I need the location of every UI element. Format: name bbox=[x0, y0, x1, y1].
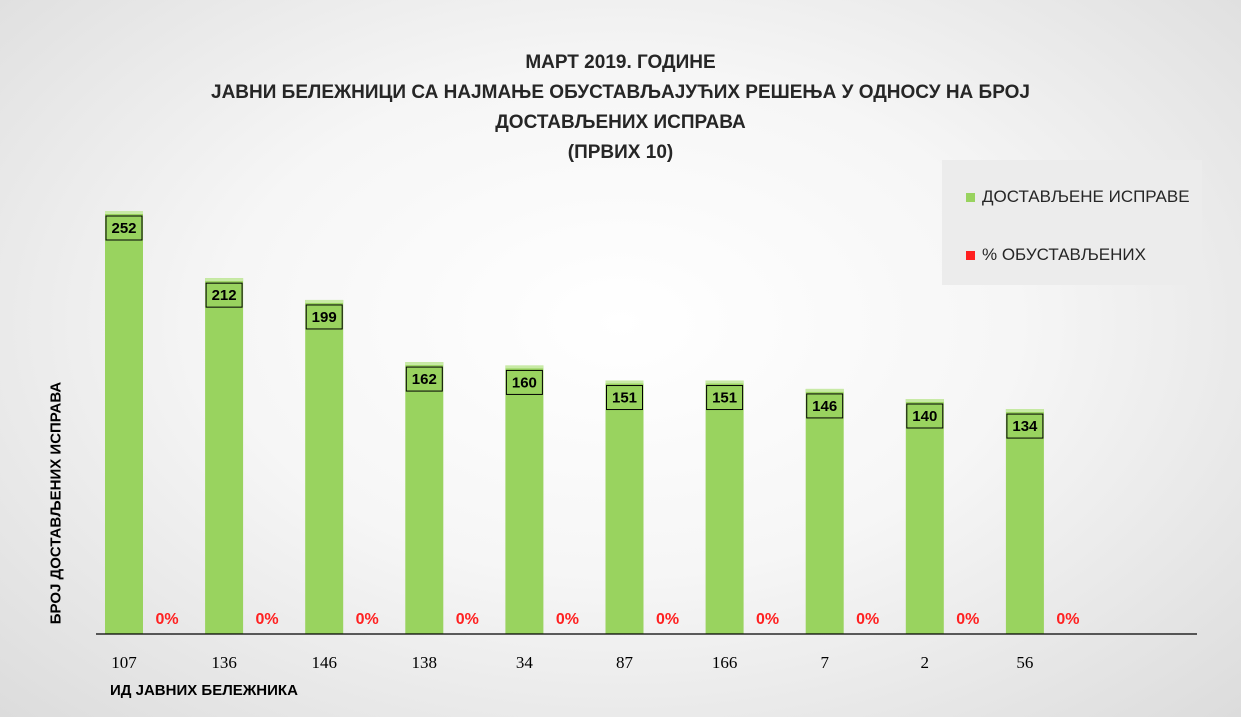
legend-swatch-suspended bbox=[966, 250, 975, 260]
bar bbox=[805, 388, 844, 634]
x-tick-label: 7 bbox=[820, 653, 829, 672]
chart-title-line-3: ДОСТАВЉЕНИХ ИСПРАВА bbox=[495, 112, 746, 133]
data-label-box bbox=[706, 385, 744, 411]
data-label: 151 bbox=[612, 390, 637, 407]
bar-top-highlight bbox=[605, 380, 644, 384]
bar bbox=[505, 365, 544, 634]
data-label: 199 bbox=[312, 309, 337, 326]
percent-label: 0% bbox=[756, 611, 779, 628]
percent-label: 0% bbox=[155, 611, 178, 628]
bar-top-highlight bbox=[805, 388, 844, 392]
x-tick-label: 56 bbox=[1016, 653, 1033, 672]
percent-label: 0% bbox=[1056, 611, 1079, 628]
bar-top-highlight bbox=[405, 362, 444, 366]
data-label: 252 bbox=[111, 220, 136, 237]
data-label-box bbox=[305, 304, 343, 330]
percent-label: 0% bbox=[356, 611, 379, 628]
bar bbox=[105, 211, 143, 634]
legend: ДОСТАВЉЕНЕ ИСПРАВЕ % ОБУСТАВЉЕНИХ bbox=[942, 160, 1202, 285]
bar bbox=[405, 362, 444, 634]
percent-label: 0% bbox=[556, 611, 579, 628]
legend-item-delivered: ДОСТАВЉЕНЕ ИСПРАВЕ bbox=[966, 187, 1190, 207]
data-label-box bbox=[1006, 413, 1044, 439]
data-label-box bbox=[105, 215, 143, 241]
bar-top-highlight bbox=[105, 211, 143, 214]
data-label-box bbox=[505, 369, 543, 395]
legend-label-delivered: ДОСТАВЉЕНЕ ИСПРАВЕ bbox=[982, 187, 1190, 206]
x-tick-label: 166 bbox=[712, 653, 738, 672]
data-label-box bbox=[405, 366, 443, 392]
bar bbox=[305, 299, 344, 634]
chart-title-line-1: МАРТ 2019. ГОДИНЕ bbox=[525, 52, 716, 73]
legend-item-suspended: % ОБУСТАВЉЕНИХ bbox=[966, 245, 1146, 265]
bar-top-highlight bbox=[505, 365, 544, 369]
bar-top-highlight bbox=[1005, 409, 1044, 413]
data-label-box bbox=[906, 403, 944, 429]
x-tick-label: 34 bbox=[516, 653, 534, 672]
x-tick-label: 138 bbox=[412, 653, 438, 672]
percent-label: 0% bbox=[956, 611, 979, 628]
chart-title-line-2: ЈАВНИ БЕЛЕЖНИЦИ СА НАЈМАЊЕ ОБУСТАВЉАЈУЋИ… bbox=[211, 82, 1030, 103]
x-tick-label: 107 bbox=[111, 653, 137, 672]
data-label-box bbox=[606, 385, 643, 411]
bar bbox=[605, 380, 644, 634]
bar-top-highlight bbox=[705, 380, 744, 384]
data-label-box bbox=[806, 393, 844, 419]
bar-top-highlight bbox=[205, 278, 244, 282]
data-label: 160 bbox=[512, 374, 537, 391]
x-tick-label: 146 bbox=[311, 653, 337, 672]
x-tick-label: 2 bbox=[921, 653, 930, 672]
percent-label: 0% bbox=[456, 611, 479, 628]
bar bbox=[1005, 409, 1044, 634]
data-label-box bbox=[205, 282, 243, 308]
data-label: 151 bbox=[712, 390, 737, 407]
chart-title-line-4: (ПРВИХ 10) bbox=[567, 142, 674, 163]
bar bbox=[705, 380, 744, 634]
data-label: 212 bbox=[212, 287, 237, 304]
bar-top-highlight bbox=[305, 299, 344, 303]
legend-swatch-delivered bbox=[966, 192, 975, 202]
bar bbox=[905, 399, 944, 634]
percent-label: 0% bbox=[256, 611, 279, 628]
percent-label: 0% bbox=[656, 611, 679, 628]
x-tick-label: 87 bbox=[616, 653, 634, 672]
bar-top-highlight bbox=[905, 399, 944, 402]
data-label: 146 bbox=[812, 398, 837, 415]
bar bbox=[205, 278, 244, 634]
legend-label-suspended: % ОБУСТАВЉЕНИХ bbox=[982, 245, 1146, 264]
percent-label: 0% bbox=[856, 611, 879, 628]
x-axis-label: ИД ЈАВНИХ БЕЛЕЖНИКА bbox=[110, 682, 298, 699]
data-label: 134 bbox=[1012, 418, 1038, 435]
data-label: 140 bbox=[912, 408, 937, 425]
data-label: 162 bbox=[412, 371, 437, 388]
x-tick-label: 136 bbox=[211, 653, 237, 672]
